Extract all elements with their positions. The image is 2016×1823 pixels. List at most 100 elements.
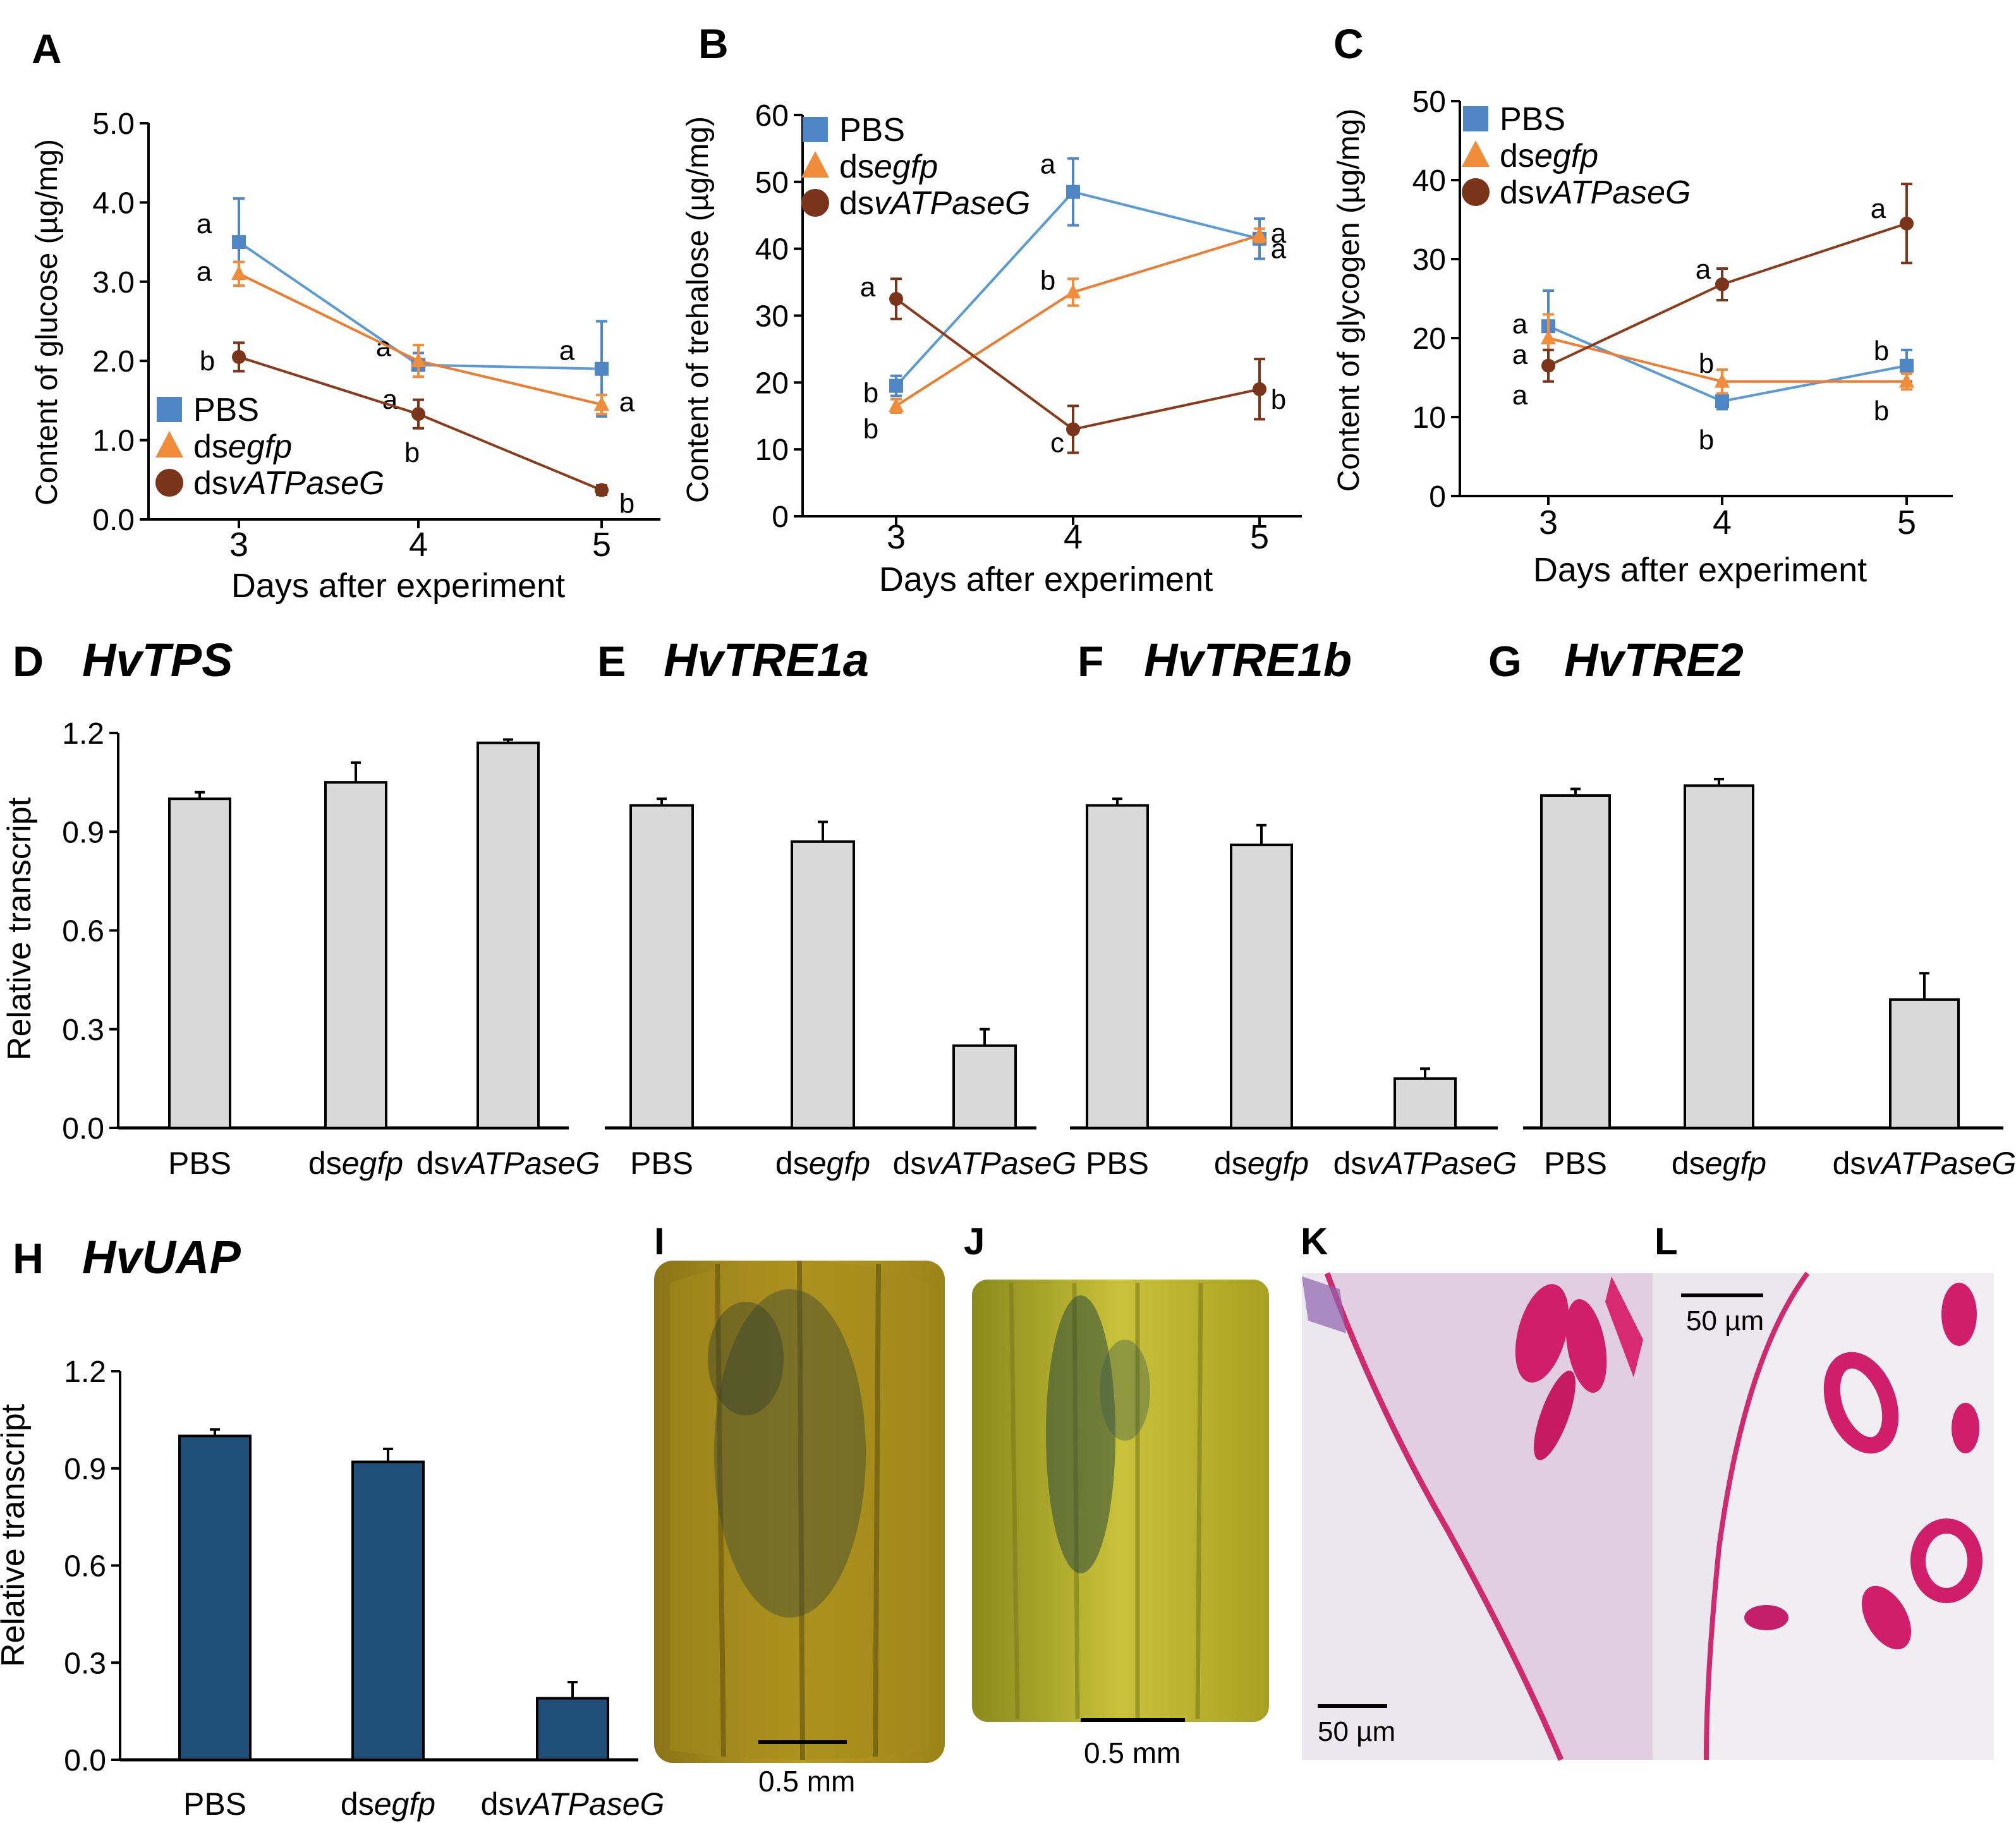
gene-title-D: HvTPS: [82, 634, 233, 686]
significance-letter: b: [1699, 348, 1714, 379]
charts-layer: A 0.0 1.0 2.0 3.0 4.0 5.0 3 4 5 Days after experim…: [0, 20, 2016, 1822]
chart-F: F HvTRE1b PBS dsegfp dsvATPaseG: [1070, 634, 1517, 1181]
significance-letter: b: [863, 378, 878, 409]
point-dsegfp: [1540, 329, 1557, 344]
y-tick-label: 10: [755, 433, 789, 467]
significance-letter: a: [1271, 234, 1287, 265]
category-label-dsegfp: dsegfp: [1214, 1146, 1309, 1181]
category-label-dsegfp: dsegfp: [775, 1146, 870, 1181]
bar-dsegfp: [324, 781, 387, 1129]
photo-L: [1653, 1271, 1994, 1760]
x-tick-label: 5: [1897, 504, 1916, 542]
panel-label-D: D: [13, 638, 44, 686]
point-dsegfp: [231, 265, 247, 281]
significance-letter: b: [404, 437, 420, 468]
series-line-dsvatpaseg: [895, 298, 1260, 431]
significance-letter: a: [197, 256, 212, 287]
bar-dsegfp: [1230, 844, 1293, 1130]
y-tick-label: 0.3: [64, 1647, 106, 1680]
category-label-dsegfp: dsegfp: [1672, 1146, 1766, 1181]
point-dsvatpaseg: [595, 483, 609, 497]
series-line-pbs: [238, 241, 602, 370]
y-tick-label: 3.0: [92, 266, 135, 300]
chart-G: G HvTRE2 PBS dsegfp dsvATPaseG: [1488, 634, 2016, 1181]
category-label-dsegfp: dsegfp: [308, 1146, 403, 1181]
legend-label-dsvatpaseg: dsvATPaseG: [193, 465, 384, 502]
x-axis-title-A: Days after experiment: [231, 567, 565, 605]
y-tick-label: 60: [755, 99, 789, 133]
y-tick-label: 2.0: [92, 345, 135, 379]
y-axis-title-C: Content of glycogen (µg/mg): [1332, 109, 1366, 492]
significance-letter: a: [860, 272, 876, 303]
y-tick-label: 10: [1412, 401, 1446, 435]
panel-label-G: G: [1488, 638, 1522, 686]
x-axis-title-C: Days after experiment: [1533, 551, 1867, 589]
significance-letter: a: [559, 336, 575, 366]
point-pbs: [1066, 185, 1080, 199]
panel-label-F: F: [1078, 638, 1104, 686]
x-tick-label: 4: [1713, 504, 1732, 542]
point-dsegfp: [410, 353, 427, 368]
point-dsvatpaseg: [232, 349, 246, 364]
y-tick-label: 50: [755, 166, 789, 200]
y-tick-label: 50: [1412, 85, 1446, 119]
y-tick-label: 0: [1429, 480, 1446, 514]
x-tick-label: 4: [1064, 518, 1083, 556]
significance-letter: a: [1696, 254, 1711, 285]
photo-I-label: I: [654, 1220, 665, 1263]
panel-label-A: A: [32, 25, 62, 72]
legend-marker-pbs: [1463, 106, 1488, 131]
photo-I: [654, 1260, 945, 1763]
x-tick-label: 5: [592, 526, 611, 564]
significance-letter: b: [1271, 384, 1286, 415]
y-tick-label: 5.0: [92, 107, 135, 141]
category-label-dsegfp: dsegfp: [341, 1786, 435, 1822]
photo-L-label: L: [1655, 1220, 1678, 1263]
y-axis-title-A: Content of glucose (µg/mg): [30, 139, 64, 506]
bar-dsvATPaseG: [1394, 1077, 1457, 1129]
point-dsvatpaseg: [411, 407, 425, 421]
legend-marker-pbs: [157, 397, 182, 422]
y-tick-label: 0: [772, 500, 789, 534]
bar-dsegfp: [1684, 784, 1754, 1130]
photo-I-scale: 0.5 mm: [758, 1765, 855, 1798]
panel-label-B: B: [698, 20, 729, 67]
legend-label-pbs: PBS: [839, 112, 905, 148]
y-tick-label: 30: [755, 300, 789, 334]
legend-marker-dsvatpaseg: [155, 469, 183, 497]
photo-J: [972, 1280, 1269, 1722]
x-tick-label: 5: [1250, 518, 1269, 556]
y-tick-label: 0.6: [64, 1550, 106, 1584]
photo-K: [1302, 1272, 1653, 1761]
legend-marker-dsegfp: [1462, 140, 1490, 167]
legend-label-pbs: PBS: [1500, 101, 1565, 138]
point-pbs: [1900, 358, 1914, 373]
bar-PBS: [168, 797, 231, 1129]
category-label-dsvATPaseG: dsvATPaseG: [481, 1786, 665, 1822]
y-tick-label: 40: [755, 233, 789, 267]
point-pbs: [595, 361, 609, 376]
y-tick-label: 1.2: [64, 1355, 106, 1389]
bar-PBS: [629, 804, 694, 1130]
point-pbs: [889, 379, 903, 393]
panel-label-E: E: [597, 638, 626, 686]
significance-letter: a: [619, 387, 635, 418]
photo-K-scale: 50 µm: [1318, 1716, 1395, 1747]
significance-letter: b: [619, 488, 635, 519]
category-label-PBS: PBS: [168, 1146, 231, 1181]
x-axis-title-B: Days after experiment: [879, 560, 1213, 598]
point-dsvatpaseg: [1715, 277, 1729, 291]
series-line-dsegfp: [895, 234, 1260, 408]
y-axis-title-D: Relative transcript: [1, 797, 38, 1060]
category-label-PBS: PBS: [183, 1786, 246, 1822]
y-tick-label: 0.9: [64, 1453, 106, 1486]
panel-label-H: H: [13, 1235, 44, 1283]
point-dsegfp: [1251, 227, 1268, 242]
significance-letter: a: [1512, 339, 1528, 370]
significance-letter: a: [197, 209, 212, 239]
significance-letter: b: [1874, 396, 1889, 427]
photo-J-label: J: [964, 1220, 985, 1263]
y-tick-label: 20: [1412, 322, 1446, 356]
y-tick-label: 1.0: [92, 425, 135, 458]
significance-letter: a: [1871, 193, 1886, 224]
